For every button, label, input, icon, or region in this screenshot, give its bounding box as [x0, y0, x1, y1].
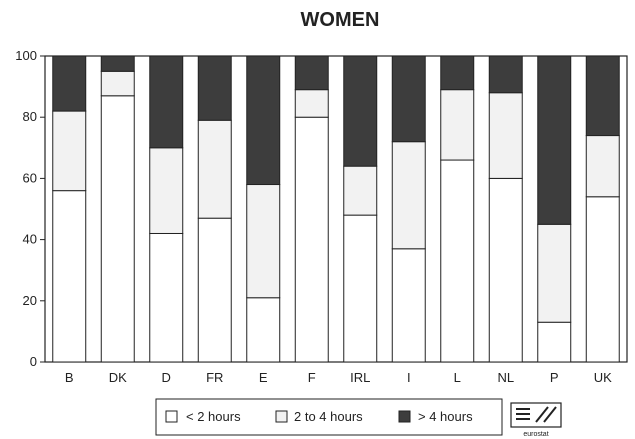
bar-segment-2to4-l — [440, 89, 475, 161]
bar-segment-2to4-fr — [197, 119, 232, 219]
bar-segment-gt4-e — [246, 55, 281, 186]
bar-segment-lt2-fr — [197, 217, 232, 363]
x-axis-labels: B DK D FR E F IRL I L NL P UK — [65, 370, 612, 385]
bar-segment-gt4-p — [537, 55, 572, 225]
y-tick-label: 80 — [23, 109, 37, 124]
logo-wordmark: eurostat — [523, 431, 548, 438]
bar-segment-gt4-dk — [100, 55, 135, 72]
bar-segment-gt4-l — [440, 55, 475, 91]
bar-segment-2to4-e — [246, 184, 281, 299]
bar-segment-gt4-f — [294, 55, 329, 91]
chart-title: WOMEN — [301, 9, 380, 31]
x-tick-label: I — [407, 370, 411, 385]
bar-segment-lt2-b — [52, 190, 87, 363]
legend-swatch-2to4 — [275, 410, 288, 423]
plot-frame — [44, 55, 628, 363]
bar-segment-gt4-irl — [343, 55, 378, 167]
bar-segment-2to4-irl — [343, 165, 378, 216]
y-tick-label: 100 — [15, 48, 37, 63]
bar-segment-2to4-d — [149, 147, 184, 234]
bar-segment-lt2-f — [294, 116, 329, 363]
bar-segment-2to4-uk — [585, 135, 620, 198]
bar-segment-gt4-i — [391, 55, 426, 143]
x-tick-label: UK — [594, 370, 612, 385]
x-tick-label: NL — [497, 370, 514, 385]
bar-segment-lt2-uk — [585, 196, 620, 363]
bar-segment-lt2-e — [246, 297, 281, 363]
legend-swatch-gt4 — [398, 410, 411, 423]
bar-segment-lt2-i — [391, 248, 426, 363]
bar-segment-2to4-nl — [488, 92, 523, 179]
legend-swatch-lt2 — [165, 410, 178, 423]
y-tick-label: 60 — [23, 170, 37, 185]
x-tick-label: DK — [109, 370, 127, 385]
bar-segment-2to4-p — [537, 223, 572, 323]
bar-segment-2to4-i — [391, 141, 426, 250]
x-tick-label: E — [259, 370, 268, 385]
x-tick-label: D — [162, 370, 171, 385]
y-tick-label: 0 — [30, 354, 37, 369]
bar-segment-lt2-p — [537, 321, 572, 363]
bar-segment-2to4-dk — [100, 70, 135, 97]
y-tick-label: 20 — [23, 293, 37, 308]
bar-segment-2to4-f — [294, 89, 329, 118]
x-tick-label: B — [65, 370, 74, 385]
bar-segment-lt2-irl — [343, 214, 378, 363]
x-tick-label: F — [308, 370, 316, 385]
bar-segment-lt2-l — [440, 159, 475, 363]
x-tick-label: P — [550, 370, 559, 385]
legend-label-lt2: < 2 hours — [186, 409, 241, 424]
bar-segment-gt4-fr — [197, 55, 232, 121]
bar-segment-lt2-d — [149, 232, 184, 363]
legend-box — [155, 398, 503, 436]
logo-slash-2 — [543, 406, 557, 423]
logo-slash-1 — [535, 406, 549, 423]
eurostat-logo: eurostat — [510, 402, 562, 438]
bar-segment-gt4-uk — [585, 55, 620, 137]
x-tick-label: L — [454, 370, 461, 385]
legend-label-gt4: > 4 hours — [418, 409, 473, 424]
x-tick-label: IRL — [350, 370, 370, 385]
bar-segment-lt2-dk — [100, 95, 135, 363]
bars-group — [52, 55, 620, 363]
x-tick-label: FR — [206, 370, 223, 385]
bar-segment-gt4-b — [52, 55, 87, 112]
y-tick-label: 40 — [23, 232, 37, 247]
y-axis: 0 20 40 60 80 100 — [15, 48, 45, 369]
legend-label-2to4: 2 to 4 hours — [294, 409, 363, 424]
legend: < 2 hours 2 to 4 hours > 4 hours — [155, 398, 503, 436]
bar-segment-lt2-nl — [488, 177, 523, 363]
bar-segment-2to4-b — [52, 110, 87, 192]
bar-segment-gt4-d — [149, 55, 184, 149]
bar-segment-gt4-nl — [488, 55, 523, 94]
